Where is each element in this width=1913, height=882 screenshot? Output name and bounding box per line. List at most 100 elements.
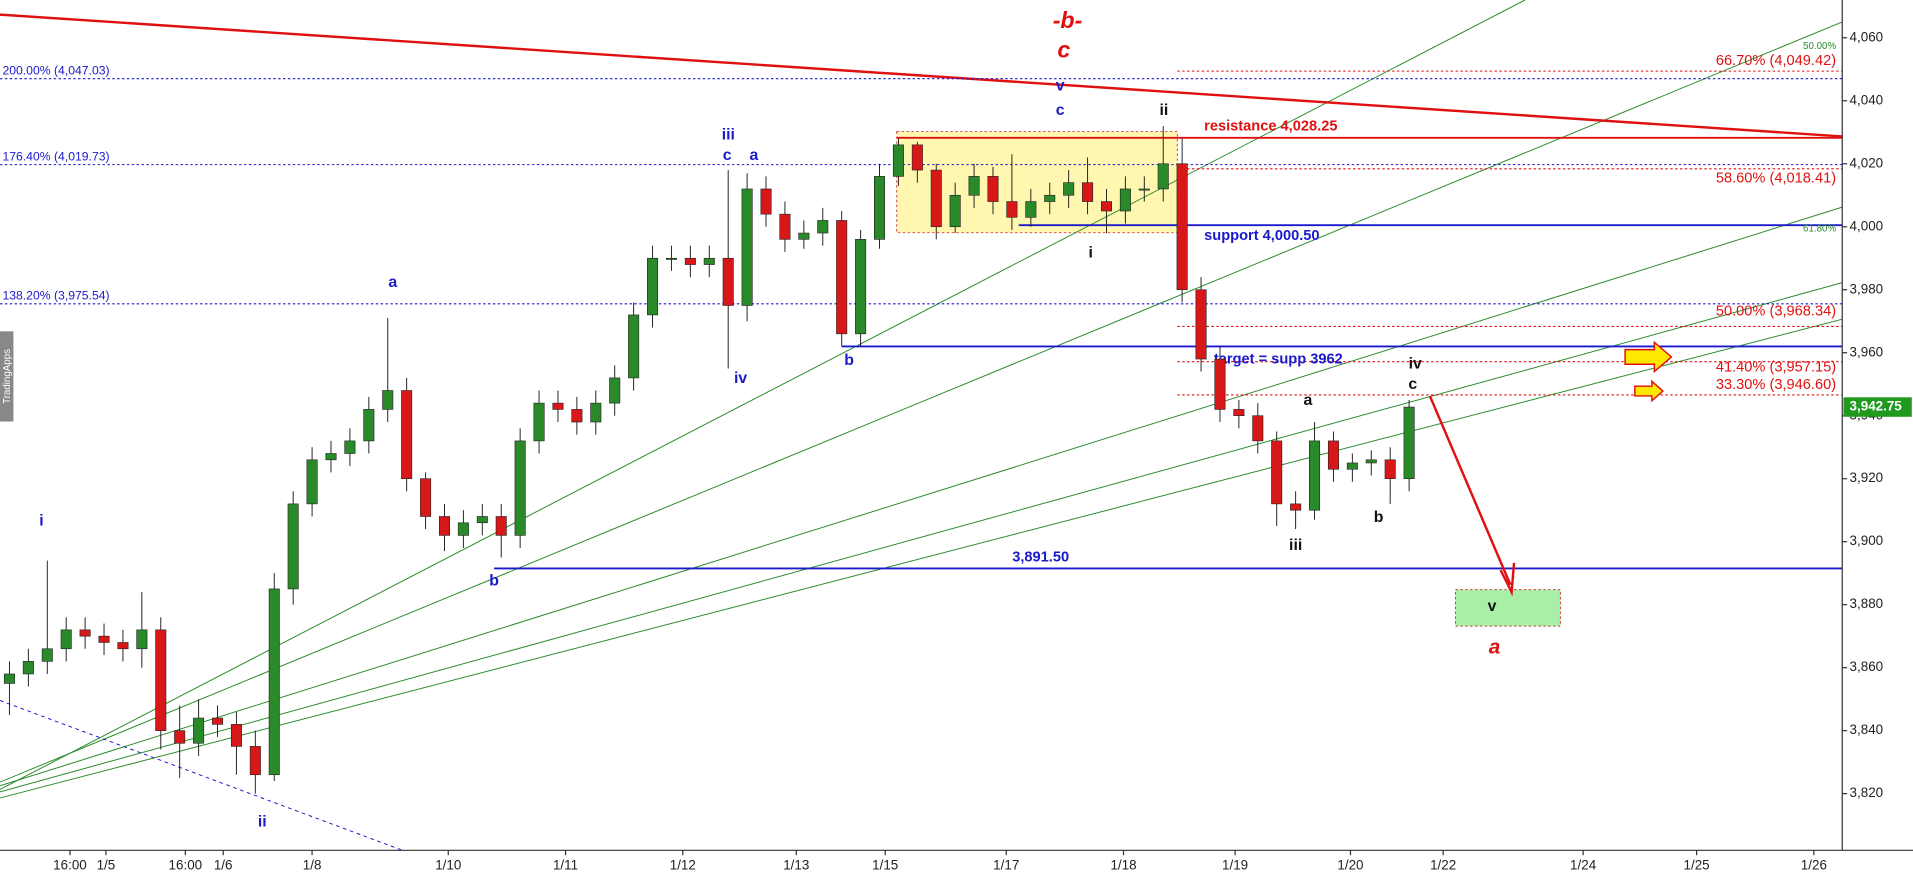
candle-body xyxy=(684,257,696,265)
candle-body xyxy=(344,440,356,454)
yellow-arrow xyxy=(1634,379,1664,403)
candle-body xyxy=(438,516,450,536)
wave-label: i xyxy=(39,513,43,530)
wave-label: a xyxy=(388,274,397,291)
candle-body xyxy=(495,516,507,536)
wave-label: c xyxy=(723,147,732,164)
yellow-arrow xyxy=(1624,340,1673,374)
x-tick-label: 1/18 xyxy=(1110,858,1136,873)
candle-body xyxy=(779,213,791,240)
x-tick-label: 1/20 xyxy=(1337,858,1363,873)
wave-labels: -b- c v c ii iii c a a i ii b iv b i iv … xyxy=(39,7,1836,830)
candle-body xyxy=(1365,459,1377,464)
level-label: 66.70% (4,049.42) xyxy=(1716,53,1836,69)
candle-body xyxy=(1157,163,1169,190)
x-tick-label: 1/17 xyxy=(993,858,1019,873)
candle-body xyxy=(1082,182,1094,202)
wave-label: ii xyxy=(258,814,267,831)
candle-body xyxy=(1138,188,1150,191)
y-tick-label: 3,840 xyxy=(1850,722,1884,737)
y-tick-label: 4,000 xyxy=(1850,218,1884,233)
wave-label: i xyxy=(1088,245,1092,262)
candle-body xyxy=(287,503,299,590)
candle-body xyxy=(1403,406,1415,480)
y-tick-label: 4,060 xyxy=(1850,29,1884,44)
brand: TradingApps xyxy=(2,349,13,404)
candle-body xyxy=(590,402,602,423)
candle-body xyxy=(382,390,394,410)
y-tick-label: 3,960 xyxy=(1850,344,1884,359)
candle-body xyxy=(836,220,848,335)
level-label: 41.40% (3,957.15) xyxy=(1716,360,1836,376)
axes: 3,8203,8403,8603,8803,9003,9203,9403,960… xyxy=(53,29,1912,873)
x-tick-label: 1/8 xyxy=(303,858,322,873)
levels: 200.00% (4,047.03) 176.40% (4,019.73) 138.… xyxy=(0,53,1843,570)
candle-body xyxy=(665,257,677,260)
trend-line xyxy=(0,0,1526,790)
candle-body xyxy=(306,459,318,505)
candle-body xyxy=(363,409,375,442)
candle-body xyxy=(798,232,810,240)
candle-body xyxy=(628,314,640,379)
x-tick-label: 1/22 xyxy=(1430,858,1456,873)
candle-body xyxy=(1252,415,1264,442)
candle-body xyxy=(703,257,715,265)
candle-body xyxy=(1025,201,1037,218)
candle-body xyxy=(249,746,261,776)
x-tick-label: 1/19 xyxy=(1222,858,1248,873)
candle-body xyxy=(1195,289,1207,360)
range-box xyxy=(896,131,1178,234)
candle-body xyxy=(930,169,942,228)
wave-label: b xyxy=(489,572,499,589)
wave-label: c xyxy=(1057,36,1070,62)
wave-label: c xyxy=(1408,376,1417,393)
candle-body xyxy=(1214,358,1226,410)
level-label: support 4,000.50 xyxy=(1204,228,1319,244)
candle-body xyxy=(3,673,15,684)
candle-body xyxy=(647,257,659,316)
wave-label: b xyxy=(844,352,854,369)
candle-body xyxy=(268,588,280,776)
x-tick-label: 16:00 xyxy=(169,858,203,873)
candles xyxy=(3,125,1415,794)
candle-body xyxy=(1309,440,1321,511)
candle-body xyxy=(174,730,186,744)
candle-body xyxy=(401,390,413,480)
wave-label: iv xyxy=(1409,355,1422,372)
price-tag-label: 3,942.75 xyxy=(1850,399,1903,414)
wave-label: a xyxy=(1489,636,1501,659)
candle-body xyxy=(741,188,753,306)
trend-line xyxy=(0,282,1843,793)
trend-line xyxy=(0,206,1843,787)
forecast-arrow xyxy=(1428,395,1512,586)
candle-body xyxy=(1100,201,1112,212)
x-tick-label: 16:00 xyxy=(53,858,87,873)
candle-body xyxy=(760,188,772,215)
x-tick-label: 1/24 xyxy=(1570,858,1597,873)
level-label: 138.20% (3,975.54) xyxy=(2,289,109,303)
candle-body xyxy=(533,402,545,442)
wave-label: c xyxy=(1056,102,1065,119)
y-tick-label: 3,860 xyxy=(1850,659,1884,674)
trend-line xyxy=(0,21,1843,783)
candle-body xyxy=(1006,201,1018,218)
trend-lines xyxy=(0,0,1843,799)
level-label: target = supp 3962 xyxy=(1214,352,1343,368)
candle-body xyxy=(420,478,432,517)
wave-label: iv xyxy=(734,370,747,387)
candle-body xyxy=(1290,503,1302,511)
candle-body xyxy=(155,629,167,731)
y-tick-label: 3,920 xyxy=(1850,470,1884,485)
candle-body xyxy=(609,377,621,404)
candle-body xyxy=(457,522,469,536)
brand-tab xyxy=(0,331,14,422)
y-tick-label: 3,900 xyxy=(1850,533,1884,548)
candle-body xyxy=(722,257,734,306)
candle-body xyxy=(1063,182,1075,196)
resistance-trend xyxy=(0,13,1843,138)
wave-label: v xyxy=(1488,598,1497,615)
level-label: 58.60% (4,018.41) xyxy=(1716,170,1836,186)
x-tick-label: 1/26 xyxy=(1801,858,1827,873)
candle-body xyxy=(987,176,999,202)
x-tick-label: 1/5 xyxy=(97,858,116,873)
